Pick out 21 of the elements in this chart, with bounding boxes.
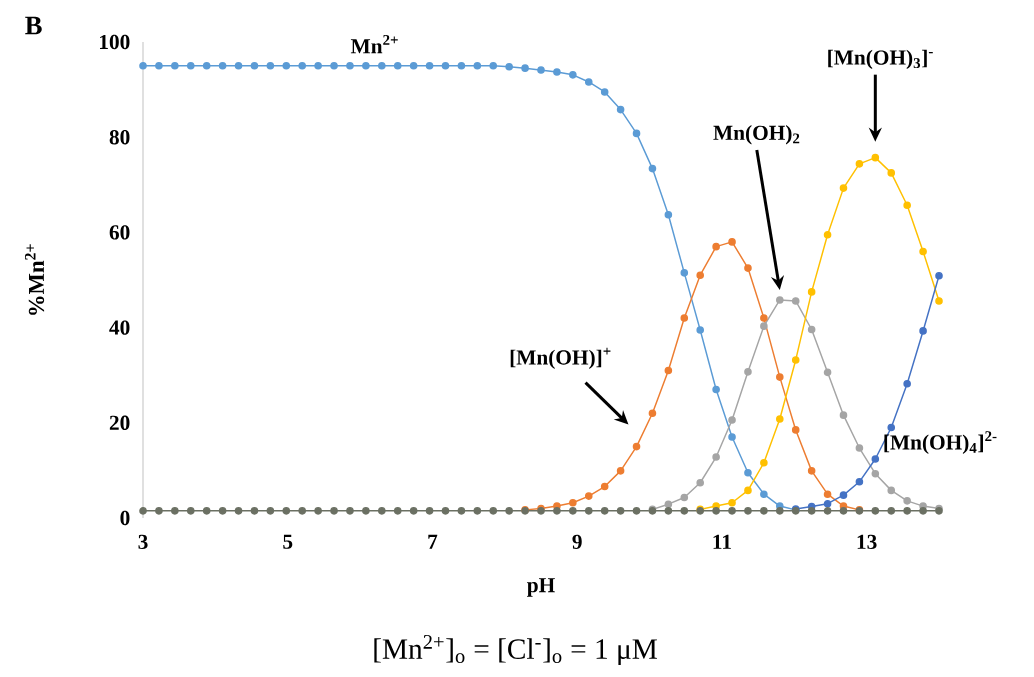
text: [Mn$^{2+}$]$_{o}$ = [Cl$^{-}$]$_{o}$ = 1 μM xyxy=(374,635,657,665)
x-tick-label: 13 xyxy=(857,534,877,550)
annotation: Mn(OH)$_{2}$ xyxy=(713,125,800,145)
annotation: [Mn(OH)]$^{+}$ xyxy=(510,347,611,369)
series-label: Mn$^{2+}$ xyxy=(350,34,398,54)
x-tick-label: 5 xyxy=(283,534,293,549)
x-axis-title: pH xyxy=(527,578,555,597)
y-tick-label: 80 xyxy=(109,130,130,145)
y-tick-label: 0 xyxy=(120,510,130,526)
x-tick-label: 3 xyxy=(138,534,148,550)
y-tick-label: 40 xyxy=(109,320,130,335)
y-tick-label: 20 xyxy=(109,415,130,430)
chart-title: B xyxy=(25,16,42,35)
x-tick-label: 9 xyxy=(572,534,582,550)
y-tick-label: 60 xyxy=(109,225,130,240)
x-tick-label: 11 xyxy=(713,534,731,549)
x-tick-label: 7 xyxy=(428,534,438,549)
y-tick-label: 100 xyxy=(100,34,130,50)
annotation: [Mn(OH)$_{3}$]$^{-}$ xyxy=(828,49,933,70)
y-axis-title: %Mn$^{2+}$ xyxy=(24,244,45,315)
series-label: [Mn(OH)$_{4}$]$^{2-}$ xyxy=(884,431,997,454)
